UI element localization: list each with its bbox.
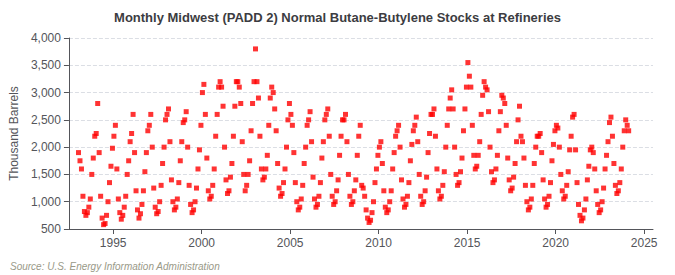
svg-text:2,500: 2,500 (31, 113, 61, 127)
svg-text:2000: 2000 (188, 236, 215, 250)
svg-text:2015: 2015 (454, 236, 481, 250)
svg-text:Monthly Midwest (PADD 2) Norma: Monthly Midwest (PADD 2) Normal Butane-B… (114, 10, 561, 25)
svg-text:Thousand Barrels: Thousand Barrels (7, 86, 21, 181)
svg-text:1995: 1995 (100, 236, 127, 250)
svg-text:4,000: 4,000 (31, 31, 61, 45)
svg-text:1,500: 1,500 (31, 167, 61, 181)
svg-text:3,000: 3,000 (31, 86, 61, 100)
svg-text:1,000: 1,000 (31, 195, 61, 209)
svg-text:500: 500 (41, 222, 61, 236)
svg-text:2010: 2010 (365, 236, 392, 250)
svg-text:2,000: 2,000 (31, 140, 61, 154)
svg-text:2025: 2025 (631, 236, 658, 250)
svg-text:2005: 2005 (277, 236, 304, 250)
svg-text:3,500: 3,500 (31, 58, 61, 72)
svg-text:2020: 2020 (542, 236, 569, 250)
svg-text:Source: U.S. Energy Informatio: Source: U.S. Energy Information Administ… (10, 261, 220, 272)
